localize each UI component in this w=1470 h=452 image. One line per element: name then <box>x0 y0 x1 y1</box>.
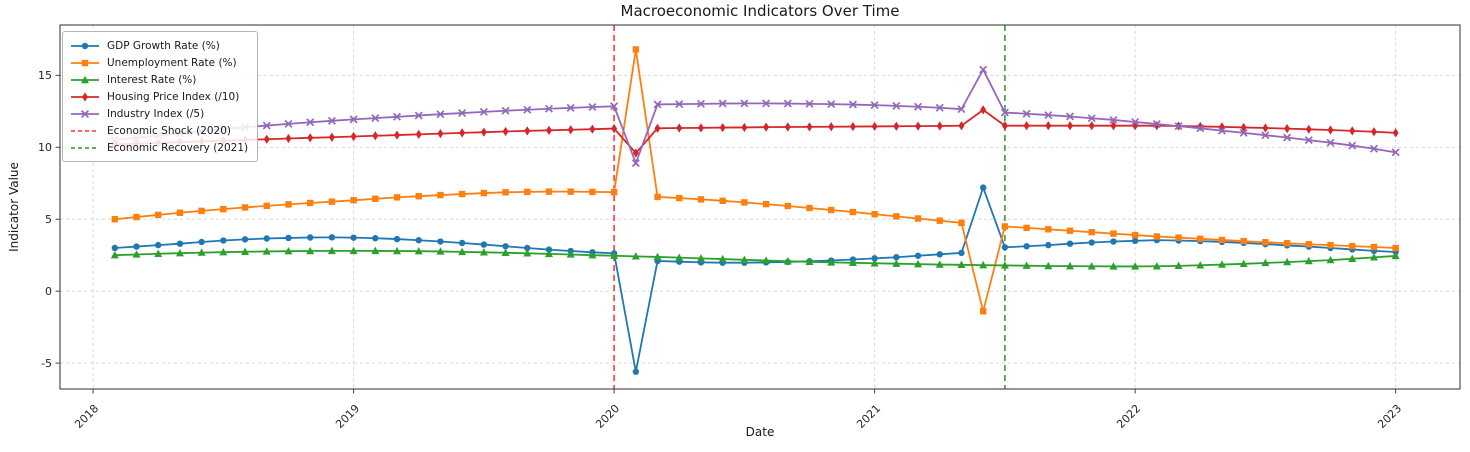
legend-entry-unemployment-rate: Unemployment Rate (%) <box>70 54 248 71</box>
series-line <box>114 249 1396 268</box>
series-industry-index-5 <box>110 65 1400 168</box>
legend-entry-economic-shock-2020: Economic Shock (2020) <box>70 122 248 139</box>
y-tick-label: 15 <box>38 68 52 82</box>
series-markers <box>110 246 1400 270</box>
legend-label: GDP Growth Rate (%) <box>107 39 220 52</box>
series-markers <box>111 105 1399 158</box>
legend-entry-interest-rate: Interest Rate (%) <box>70 71 248 88</box>
plot-frame <box>59 24 1461 390</box>
legend-entry-industry-index-5: Industry Index (/5) <box>70 105 248 122</box>
legend-swatch <box>71 59 99 66</box>
legend-label: Economic Recovery (2021) <box>107 141 249 154</box>
legend: GDP Growth Rate (%) Unemployment Rate (%)… <box>62 31 259 162</box>
legend-label: Housing Price Index (/10) <box>107 90 240 103</box>
series-gdp-growth-rate <box>111 184 1399 375</box>
series-housing-price-index-10 <box>111 105 1399 158</box>
series-line <box>114 49 1396 312</box>
legend-swatch <box>71 75 99 83</box>
legend-entry-housing-price-index-10: Housing Price Index (/10) <box>70 88 248 105</box>
x-axis-label: Date <box>745 425 775 439</box>
chart-title: Macroeconomic Indicators Over Time <box>620 2 900 20</box>
legend-swatch <box>71 146 99 149</box>
series-markers <box>111 184 1399 375</box>
series-line <box>114 184 1396 372</box>
y-axis-label: Indicator Value <box>7 162 21 252</box>
legend-label: Economic Shock (2020) <box>107 124 232 137</box>
legend-swatch <box>71 91 99 102</box>
legend-entry-economic-recovery-2021: Economic Recovery (2021) <box>70 139 248 156</box>
y-tick-label: 0 <box>45 284 52 298</box>
y-tick-label: -5 <box>41 356 52 370</box>
legend-label: Interest Rate (%) <box>107 73 197 86</box>
y-tick-label: 5 <box>45 212 52 226</box>
legend-swatch <box>71 129 99 132</box>
legend-swatch <box>71 42 99 49</box>
y-tick-label: 10 <box>38 140 52 154</box>
series-markers <box>111 46 1399 315</box>
legend-entry-gdp-growth-rate: GDP Growth Rate (%) <box>70 37 248 54</box>
series-markers <box>110 65 1400 168</box>
gridlines <box>60 25 1460 389</box>
series-line <box>114 67 1396 166</box>
series-interest-rate <box>110 246 1400 270</box>
legend-swatch <box>71 109 99 118</box>
legend-label: Unemployment Rate (%) <box>107 56 237 69</box>
tick-marks <box>55 74 1397 394</box>
legend-label: Industry Index (/5) <box>107 107 205 120</box>
series-unemployment-rate <box>111 46 1399 315</box>
